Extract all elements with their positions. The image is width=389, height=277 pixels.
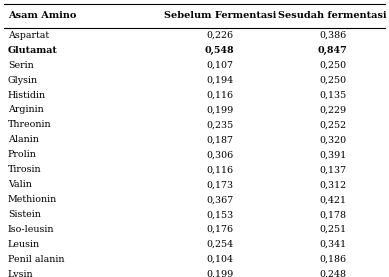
- Text: 0,135: 0,135: [319, 91, 346, 99]
- Text: Tirosin: Tirosin: [8, 165, 41, 174]
- Text: 0,187: 0,187: [206, 135, 233, 144]
- Text: 0,386: 0,386: [319, 31, 346, 40]
- Text: Arginin: Arginin: [8, 106, 44, 114]
- Text: Methionin: Methionin: [8, 195, 57, 204]
- Text: 0,341: 0,341: [319, 240, 346, 249]
- Text: 0,320: 0,320: [319, 135, 346, 144]
- Text: Iso-leusin: Iso-leusin: [8, 225, 54, 234]
- Text: 0,173: 0,173: [206, 180, 233, 189]
- Text: 0,116: 0,116: [206, 165, 233, 174]
- Text: 0,235: 0,235: [206, 120, 233, 129]
- Text: Glutamat: Glutamat: [8, 46, 58, 55]
- Text: 0,176: 0,176: [206, 225, 233, 234]
- Text: Leusin: Leusin: [8, 240, 40, 249]
- Text: 0,312: 0,312: [319, 180, 346, 189]
- Text: 0,251: 0,251: [319, 225, 346, 234]
- Text: Penil alanin: Penil alanin: [8, 255, 64, 264]
- Text: 0,137: 0,137: [319, 165, 346, 174]
- Text: 0,199: 0,199: [206, 270, 233, 277]
- Text: 0,391: 0,391: [319, 150, 346, 159]
- Text: Alanin: Alanin: [8, 135, 39, 144]
- Text: 0,421: 0,421: [319, 195, 346, 204]
- Text: 0,847: 0,847: [318, 46, 347, 55]
- Text: Prolin: Prolin: [8, 150, 37, 159]
- Text: 0,250: 0,250: [319, 76, 346, 84]
- Text: 0,178: 0,178: [319, 210, 346, 219]
- Text: Serin: Serin: [8, 61, 33, 70]
- Text: 0,252: 0,252: [319, 120, 346, 129]
- Text: 0,248: 0,248: [319, 270, 346, 277]
- Text: 0,367: 0,367: [206, 195, 233, 204]
- Text: 0,153: 0,153: [206, 210, 233, 219]
- Text: 0,548: 0,548: [205, 46, 235, 55]
- Text: 0,306: 0,306: [206, 150, 233, 159]
- Text: Asam Amino: Asam Amino: [8, 11, 76, 20]
- Text: 0,116: 0,116: [206, 91, 233, 99]
- Text: 0,186: 0,186: [319, 255, 346, 264]
- Text: 0,107: 0,107: [206, 61, 233, 70]
- Text: 0,250: 0,250: [319, 61, 346, 70]
- Text: Threonin: Threonin: [8, 120, 51, 129]
- Text: 0,229: 0,229: [319, 106, 346, 114]
- Text: Sebelum Fermentasi: Sebelum Fermentasi: [164, 11, 276, 20]
- Text: Valin: Valin: [8, 180, 32, 189]
- Text: Sesudah fermentasi: Sesudah fermentasi: [278, 11, 387, 20]
- Text: Glysin: Glysin: [8, 76, 38, 84]
- Text: 0,254: 0,254: [206, 240, 233, 249]
- Text: Histidin: Histidin: [8, 91, 46, 99]
- Text: 0,226: 0,226: [206, 31, 233, 40]
- Text: Lysin: Lysin: [8, 270, 33, 277]
- Text: 0,199: 0,199: [206, 106, 233, 114]
- Text: 0,104: 0,104: [206, 255, 233, 264]
- Text: Sistein: Sistein: [8, 210, 41, 219]
- Text: 0,194: 0,194: [206, 76, 233, 84]
- Text: Aspartat: Aspartat: [8, 31, 49, 40]
